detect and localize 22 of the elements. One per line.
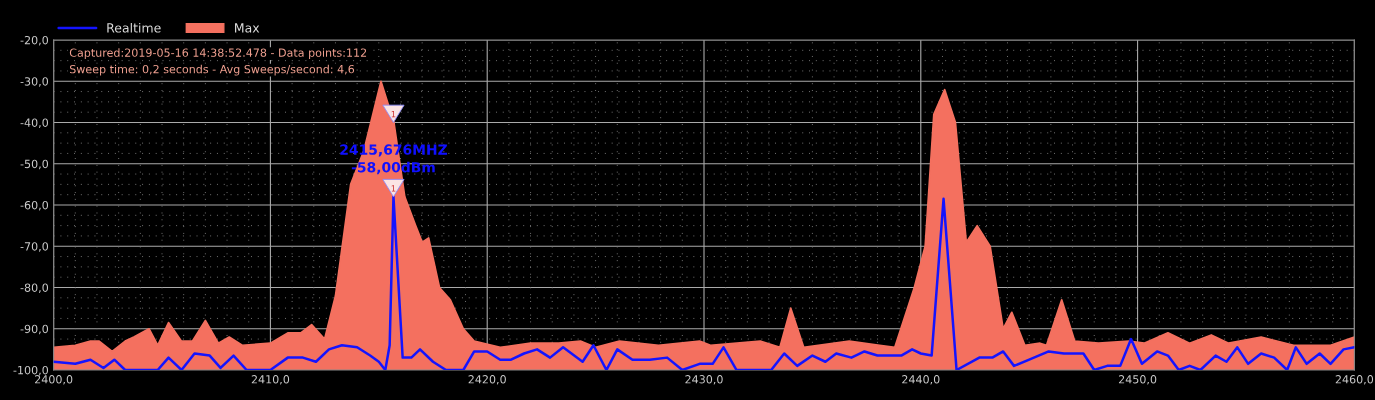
annotation: 1 [391,111,396,118]
x-tick-label: 2440,0 [902,375,940,385]
y-tick-label: -50,0 [20,159,49,170]
annotation: Sweep time: 0,2 seconds - Avg Sweeps/second: 4,6 [69,64,355,76]
y-tick-label: -60,0 [20,200,49,211]
annotation: Captured:2019-05-16 14:38:52.478 - Data points:112 [69,48,367,59]
y-tick-label: -30,0 [20,77,49,87]
y-tick-label: -40,0 [20,118,49,129]
x-tick-label: 2430,0 [685,375,723,385]
x-tick-label: 2450,0 [1118,375,1157,385]
y-tick-label: -80,0 [20,283,49,294]
y-tick-label: -90,0 [20,324,49,335]
legend-label: Realtime [107,22,161,33]
y-tick-label: -20,0 [20,35,49,46]
x-tick-label: 2460,0 [1335,375,1374,385]
annotation: 1 [391,185,396,192]
x-tick-label: 2420,0 [468,375,506,385]
x-tick-label: 2410,0 [251,375,290,385]
x-tick-label: 2400,0 [35,375,73,385]
y-tick-label: -100,0 [13,365,49,376]
y-tick-label: -70,0 [20,242,49,252]
legend-label: Max [235,23,260,33]
